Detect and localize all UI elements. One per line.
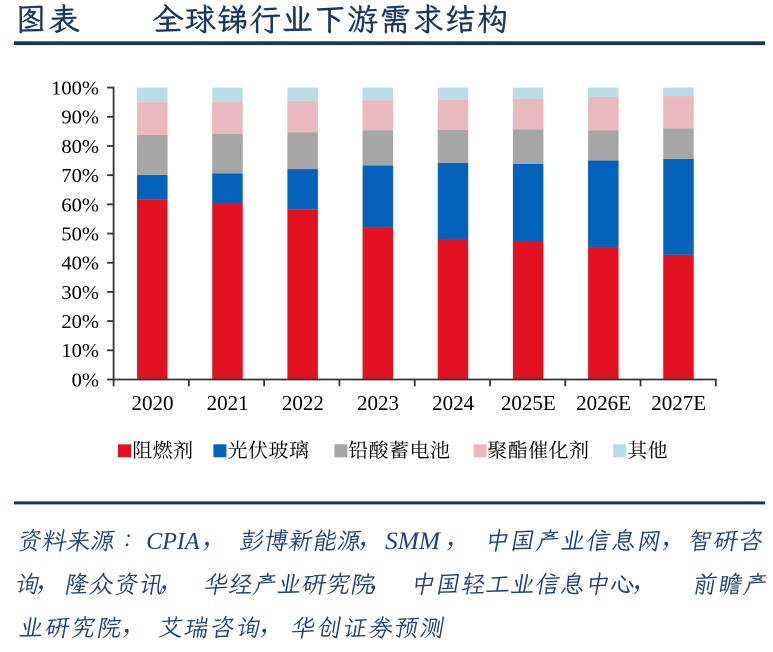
- svg-text:0%: 0%: [72, 369, 99, 391]
- svg-text:2024: 2024: [432, 391, 475, 415]
- svg-text:10%: 10%: [61, 340, 99, 362]
- svg-text:2026E: 2026E: [576, 391, 631, 415]
- svg-text:50%: 50%: [61, 223, 99, 245]
- svg-text:SMM: SMM: [385, 527, 442, 555]
- svg-text:90%: 90%: [61, 107, 99, 129]
- svg-text:20%: 20%: [61, 311, 99, 333]
- svg-text:2022: 2022: [282, 391, 324, 415]
- svg-text:2020: 2020: [132, 391, 174, 415]
- svg-text:30%: 30%: [61, 282, 99, 304]
- svg-text:CPIA: CPIA: [146, 529, 200, 555]
- svg-text:70%: 70%: [61, 165, 99, 187]
- svg-text:60%: 60%: [61, 194, 99, 216]
- svg-text:40%: 40%: [61, 253, 99, 275]
- svg-text:80%: 80%: [61, 136, 99, 158]
- svg-text:2027E: 2027E: [651, 391, 706, 415]
- svg-text:2025E: 2025E: [501, 391, 556, 415]
- svg-text:2021: 2021: [207, 391, 249, 415]
- svg-text:100%: 100%: [51, 78, 99, 100]
- svg-text:2023: 2023: [357, 391, 399, 415]
